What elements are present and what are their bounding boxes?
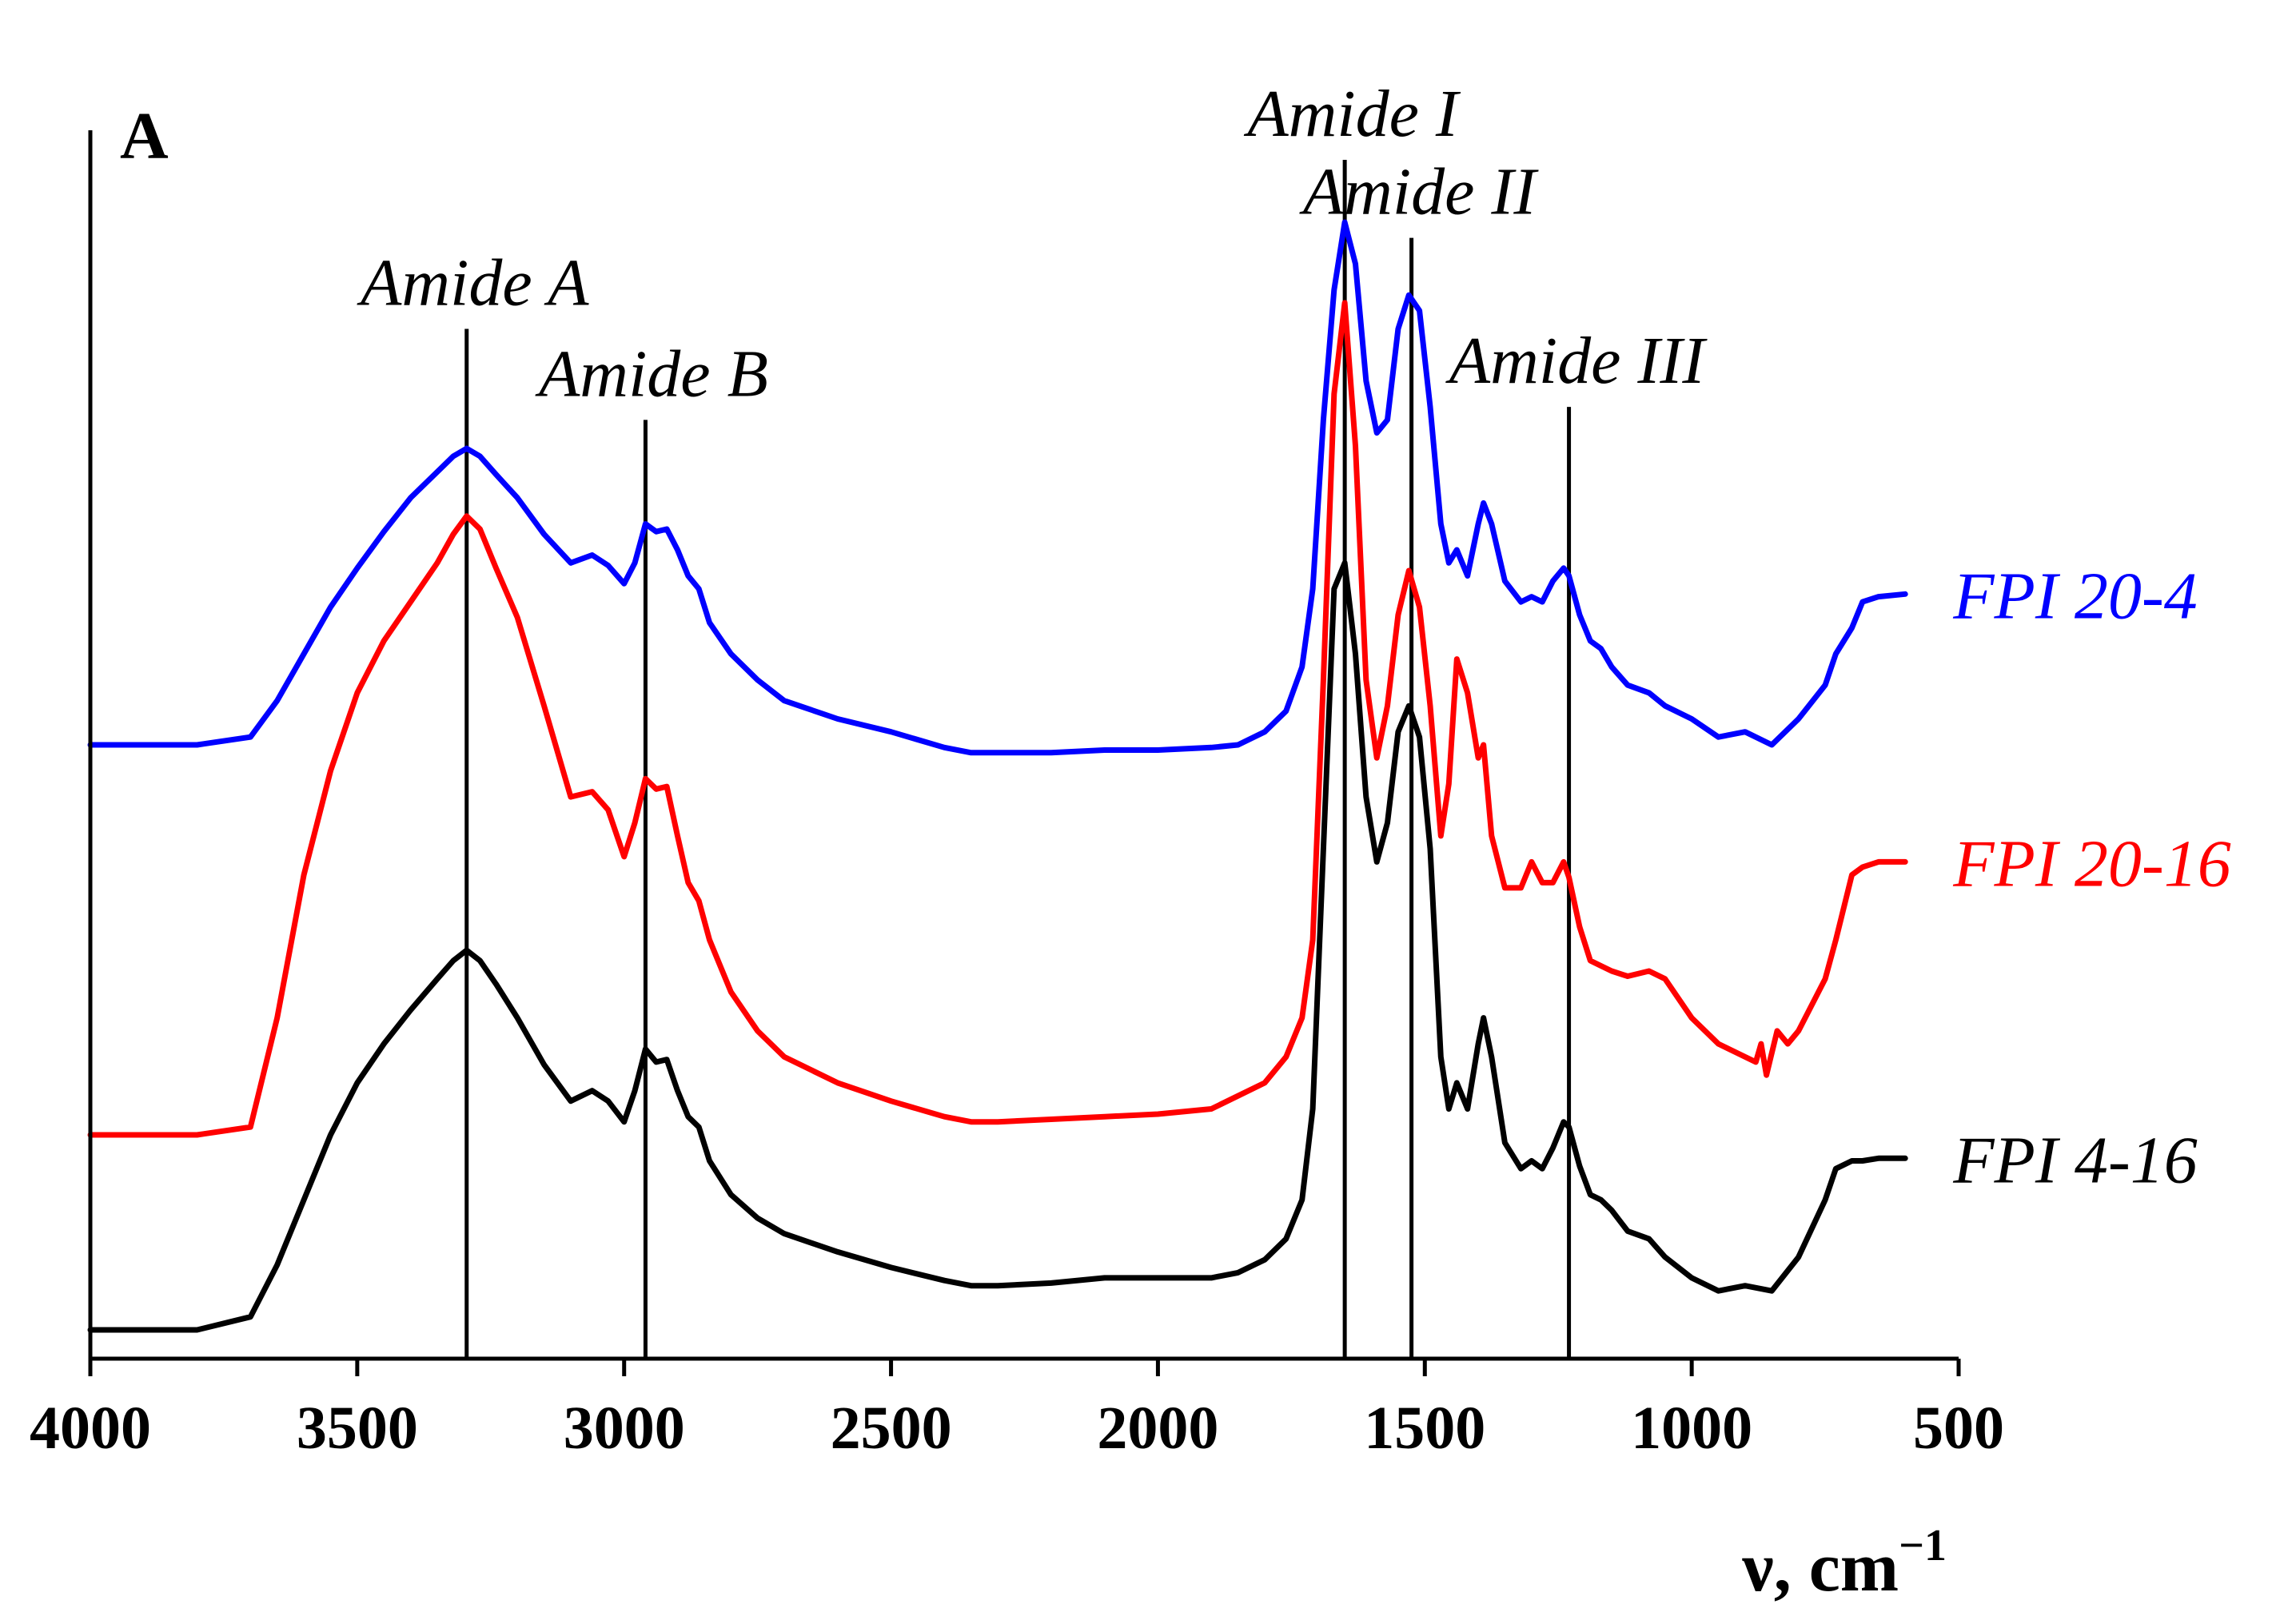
- band-label-amide-iii: Amide III: [1445, 324, 1708, 398]
- series-curves: [87, 219, 1908, 1333]
- band-label-amide-b: Amide B: [535, 336, 768, 411]
- x-tick-label: 4000: [30, 1395, 151, 1462]
- series-line-fpi-4-16: [87, 559, 1908, 1333]
- x-tick-label: 1500: [1364, 1395, 1485, 1462]
- x-axis-title: ν, cm−1: [1741, 1521, 1947, 1606]
- series-label-fpi-4-16: FPI 4-16: [1952, 1123, 2198, 1197]
- series-line-fpi-20-16: [87, 300, 1908, 1138]
- series-label-fpi-20-16: FPI 20-16: [1952, 826, 2231, 901]
- band-label-amide-i: Amide I: [1243, 77, 1461, 151]
- x-tick-label: 2500: [831, 1395, 952, 1462]
- x-axis-title-main: ν, cm: [1741, 1529, 1899, 1606]
- series-label-fpi-20-4: FPI 20-4: [1952, 559, 2198, 633]
- x-tick-label: 2000: [1097, 1395, 1218, 1462]
- x-ticks: 4000 3500 3000 2500 2000 1500 1000 500: [30, 1359, 2004, 1462]
- x-tick-label: 3000: [564, 1395, 685, 1462]
- band-label-amide-a: Amide A: [357, 245, 589, 320]
- panel-label: A: [120, 99, 169, 173]
- series-labels: FPI 20-4 FPI 20-16 FPI 4-16: [1952, 559, 2231, 1197]
- x-tick-label: 1000: [1631, 1395, 1752, 1462]
- series-line-fpi-20-4: [87, 219, 1908, 756]
- x-tick-label: 500: [1913, 1395, 2004, 1462]
- x-axis-title-sup: −1: [1899, 1521, 1947, 1570]
- band-label-amide-ii: Amide II: [1299, 155, 1540, 229]
- x-tick-label: 3500: [297, 1395, 418, 1462]
